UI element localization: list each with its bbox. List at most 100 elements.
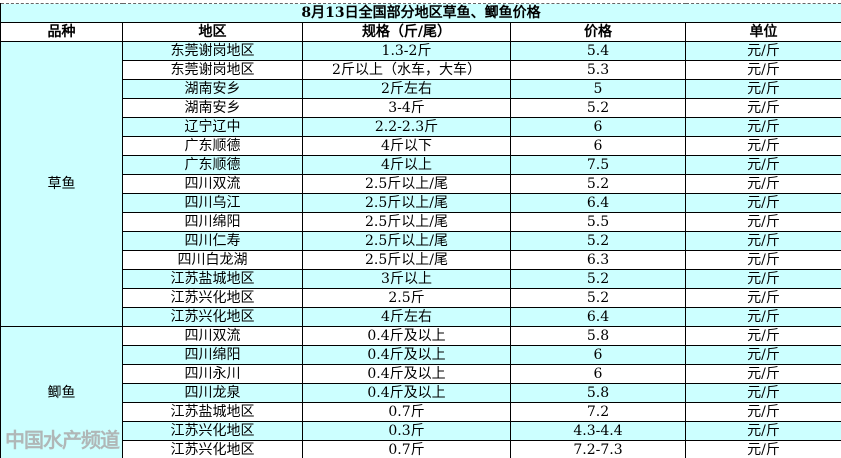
species-cell: 鲫鱼: [0, 326, 123, 458]
table-row: 四川龙泉 0.4斤及以上 5.8 元/斤: [0, 383, 841, 403]
spec-cell: 0.7斤: [302, 440, 511, 458]
price-cell: 5.2: [510, 288, 686, 308]
table-row: 东莞谢岗地区 2斤以上（水车，大车） 5.3 元/斤: [0, 60, 841, 80]
unit-cell: 元/斤: [685, 79, 841, 99]
region-cell: 江苏兴化地区: [122, 421, 303, 441]
spec-cell: 4斤以上: [302, 155, 511, 175]
price-cell: 6: [510, 117, 686, 137]
price-table: 8月13日全国部分地区草鱼、鲫鱼价格 品种 地区 规格（斤/尾） 价格 单位 草…: [0, 3, 841, 458]
table-title: 8月13日全国部分地区草鱼、鲫鱼价格: [0, 3, 841, 23]
region-cell: 四川乌江: [122, 193, 303, 213]
unit-cell: 元/斤: [685, 60, 841, 80]
price-cell: 5.3: [510, 60, 686, 80]
region-cell: 四川双流: [122, 174, 303, 194]
price-cell: 6: [510, 364, 686, 384]
region-cell: 江苏兴化地区: [122, 440, 303, 458]
spec-cell: 2.5斤: [302, 288, 511, 308]
spec-cell: 2斤以上（水车，大车）: [302, 60, 511, 80]
spec-cell: 2.5斤以上/尾: [302, 231, 511, 251]
table-row: 四川绵阳 2.5斤以上/尾 5.5 元/斤: [0, 212, 841, 232]
region-cell: 东莞谢岗地区: [122, 41, 303, 61]
region-cell: 四川龙泉: [122, 383, 303, 403]
price-cell: 6: [510, 136, 686, 156]
spec-cell: 0.4斤及以上: [302, 345, 511, 365]
spec-cell: 0.7斤: [302, 402, 511, 422]
header-spec: 规格（斤/尾）: [302, 22, 511, 42]
table-row: 四川仁寿 2.5斤以上/尾 5.2 元/斤: [0, 231, 841, 251]
spec-cell: 1.3-2斤: [302, 41, 511, 61]
table-row: 四川白龙湖 2.5斤以上/尾 6.3 元/斤: [0, 250, 841, 270]
unit-cell: 元/斤: [685, 307, 841, 327]
table-row: 广东顺德 4斤以上 7.5 元/斤: [0, 155, 841, 175]
unit-cell: 元/斤: [685, 117, 841, 137]
spec-cell: 2.5斤以上/尾: [302, 193, 511, 213]
spec-cell: 4斤以下: [302, 136, 511, 156]
table-row: 四川双流 2.5斤以上/尾 5.2 元/斤: [0, 174, 841, 194]
region-cell: 湖南安乡: [122, 98, 303, 118]
unit-cell: 元/斤: [685, 250, 841, 270]
spec-cell: 2.2-2.3斤: [302, 117, 511, 137]
table-row: 四川永川 0.4斤及以上 6 元/斤: [0, 364, 841, 384]
price-cell: 7.2-7.3: [510, 440, 686, 458]
header-price: 价格: [510, 22, 686, 42]
spec-cell: 0.3斤: [302, 421, 511, 441]
table-row: 广东顺德 4斤以下 6 元/斤: [0, 136, 841, 156]
table-row: 湖南安乡 3-4斤 5.2 元/斤: [0, 98, 841, 118]
unit-cell: 元/斤: [685, 288, 841, 308]
spec-cell: 0.4斤及以上: [302, 364, 511, 384]
species-cell: 草鱼: [0, 41, 123, 327]
table-row: 湖南安乡 2斤左右 5 元/斤: [0, 79, 841, 99]
region-cell: 江苏盐城地区: [122, 269, 303, 289]
unit-cell: 元/斤: [685, 41, 841, 61]
region-cell: 四川永川: [122, 364, 303, 384]
region-cell: 四川绵阳: [122, 345, 303, 365]
table-row: 江苏兴化地区 2.5斤 5.2 元/斤: [0, 288, 841, 308]
table-row: 江苏兴化地区 0.7斤 7.2-7.3 元/斤: [0, 440, 841, 458]
unit-cell: 元/斤: [685, 345, 841, 365]
unit-cell: 元/斤: [685, 440, 841, 458]
table-row: 四川乌江 2.5斤以上/尾 6.4 元/斤: [0, 193, 841, 213]
unit-cell: 元/斤: [685, 402, 841, 422]
region-cell: 四川双流: [122, 326, 303, 346]
table-row: 江苏盐城地区 3斤以上 5.2 元/斤: [0, 269, 841, 289]
spec-cell: 0.4斤及以上: [302, 326, 511, 346]
price-cell: 6.4: [510, 193, 686, 213]
unit-cell: 元/斤: [685, 231, 841, 251]
unit-cell: 元/斤: [685, 326, 841, 346]
spec-cell: 4斤左右: [302, 307, 511, 327]
price-cell: 5.2: [510, 269, 686, 289]
table-row: 江苏盐城地区 0.7斤 7.2 元/斤: [0, 402, 841, 422]
unit-cell: 元/斤: [685, 136, 841, 156]
price-cell: 6.3: [510, 250, 686, 270]
price-cell: 5.4: [510, 41, 686, 61]
table-row: 草鱼 东莞谢岗地区 1.3-2斤 5.4 元/斤: [0, 41, 841, 327]
region-cell: 东莞谢岗地区: [122, 60, 303, 80]
price-cell: 4.3-4.4: [510, 421, 686, 441]
region-cell: 四川仁寿: [122, 231, 303, 251]
region-cell: 湖南安乡: [122, 79, 303, 99]
header-region: 地区: [122, 22, 303, 42]
table-row: 江苏兴化地区 4斤左右 6.4 元/斤: [0, 307, 841, 327]
unit-cell: 元/斤: [685, 269, 841, 289]
unit-cell: 元/斤: [685, 155, 841, 175]
table-row: 江苏兴化地区 0.3斤 4.3-4.4 元/斤: [0, 421, 841, 441]
table-row: 辽宁辽中 2.2-2.3斤 6 元/斤: [0, 117, 841, 137]
price-cell: 5.2: [510, 231, 686, 251]
unit-cell: 元/斤: [685, 212, 841, 232]
region-cell: 广东顺德: [122, 136, 303, 156]
price-cell: 5.8: [510, 383, 686, 403]
region-cell: 四川绵阳: [122, 212, 303, 232]
unit-cell: 元/斤: [685, 98, 841, 118]
unit-cell: 元/斤: [685, 383, 841, 403]
spec-cell: 2.5斤以上/尾: [302, 174, 511, 194]
table-row: 四川绵阳 0.4斤及以上 6 元/斤: [0, 345, 841, 365]
region-cell: 江苏盐城地区: [122, 402, 303, 422]
spec-cell: 2斤左右: [302, 79, 511, 99]
price-cell: 5: [510, 79, 686, 99]
unit-cell: 元/斤: [685, 193, 841, 213]
header-species: 品种: [0, 22, 123, 42]
price-cell: 5.2: [510, 174, 686, 194]
spec-cell: 3斤以上: [302, 269, 511, 289]
spec-cell: 2.5斤以上/尾: [302, 250, 511, 270]
